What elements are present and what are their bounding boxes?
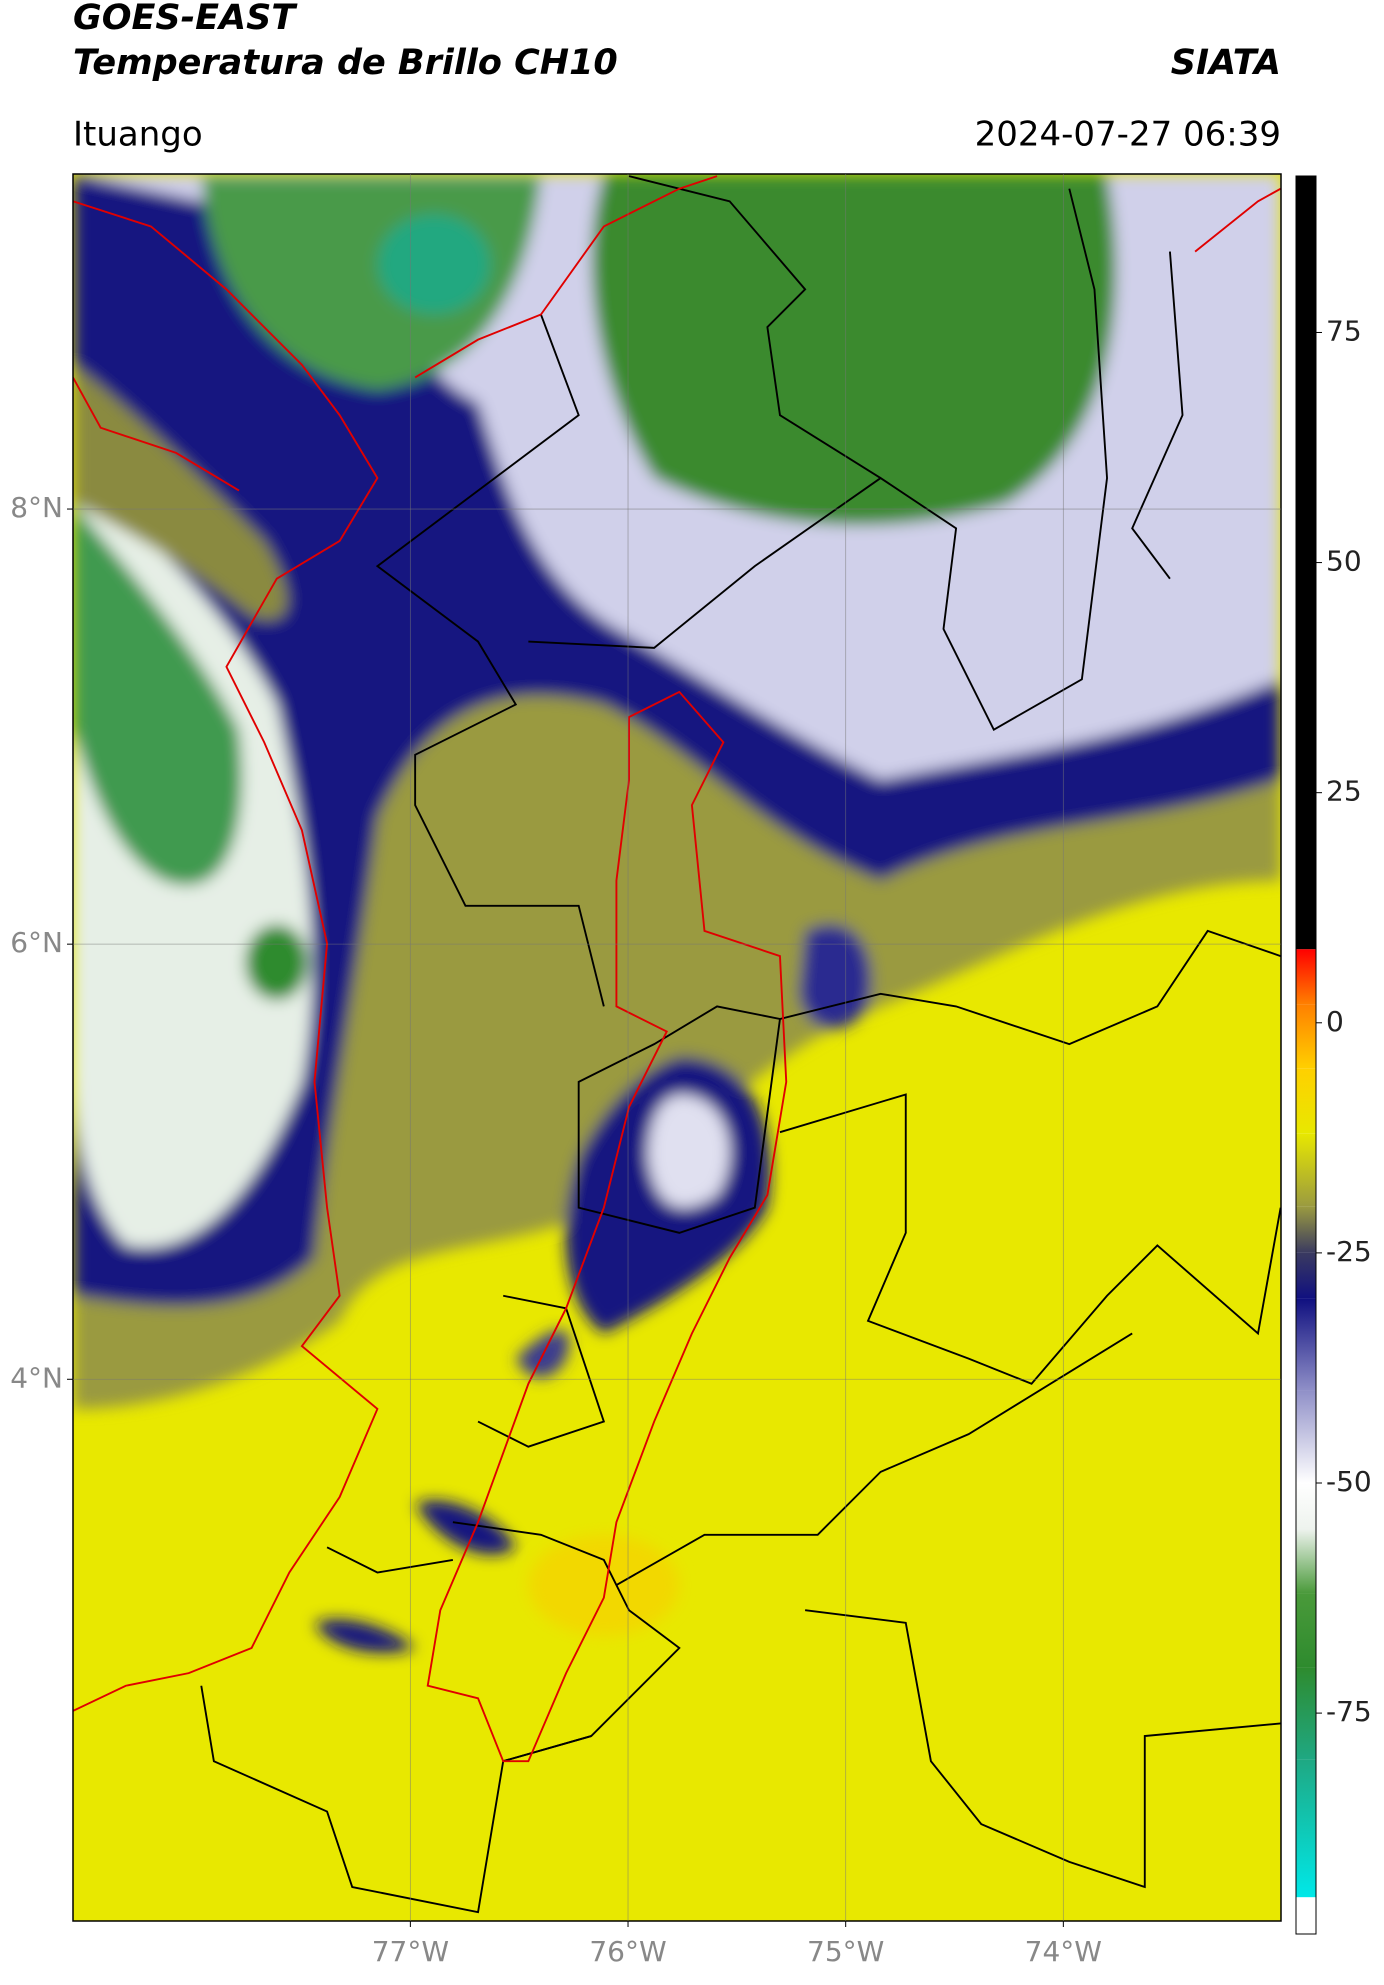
colorbar-tick-label: 50 <box>1326 545 1362 578</box>
location: Ituango <box>73 115 203 155</box>
colorbar-segment <box>1296 949 1316 1005</box>
colorbar-tick-label: 25 <box>1326 775 1362 808</box>
colorbar-segment <box>1296 1252 1316 1299</box>
subtitle: Temperatura de Brillo CH10 <box>73 43 618 83</box>
colorbar-tick-label: 75 <box>1326 314 1362 347</box>
x-tick-label: 75°W <box>807 1935 884 1968</box>
x-tick-label: 77°W <box>372 1935 449 1968</box>
map-frame <box>72 173 1282 1922</box>
colorbar-segment <box>1296 1004 1316 1069</box>
colorbar-tick-label: 0 <box>1326 1005 1344 1038</box>
colorbar-segment <box>1296 176 1316 950</box>
colorbar-segment <box>1296 1482 1316 1530</box>
x-tick-label: 76°W <box>589 1935 666 1968</box>
colorbar-tick-label: -75 <box>1326 1695 1372 1728</box>
y-tick-label: 6°N <box>10 926 63 959</box>
colorbar-segment <box>1296 1897 1316 1934</box>
colorbar-segment <box>1296 1593 1316 1668</box>
colorbar-segment <box>1296 1206 1316 1253</box>
colorbar-segment <box>1296 1068 1316 1134</box>
colorbar-segment <box>1296 1759 1316 1898</box>
x-tick-label: 74°W <box>1025 1935 1102 1968</box>
colorbar-tick-label: -50 <box>1326 1465 1372 1498</box>
colorbar-segment <box>1296 1390 1316 1483</box>
colorbar-tick-label: -25 <box>1326 1235 1372 1268</box>
colorbar-frame <box>1295 175 1317 1935</box>
colorbar-segment <box>1296 1529 1316 1594</box>
colorbar-segment <box>1296 1667 1316 1760</box>
colorbar-segment <box>1296 1298 1316 1391</box>
y-tick-label: 8°N <box>10 491 63 524</box>
title: GOES-EAST <box>73 0 298 38</box>
colorbar-segment <box>1296 1133 1316 1207</box>
datetime: 2024-07-27 06:39 <box>975 115 1281 155</box>
brand: SIATA <box>1171 43 1281 83</box>
y-tick-label: 4°N <box>10 1361 63 1394</box>
map-imagery <box>73 174 1281 1921</box>
